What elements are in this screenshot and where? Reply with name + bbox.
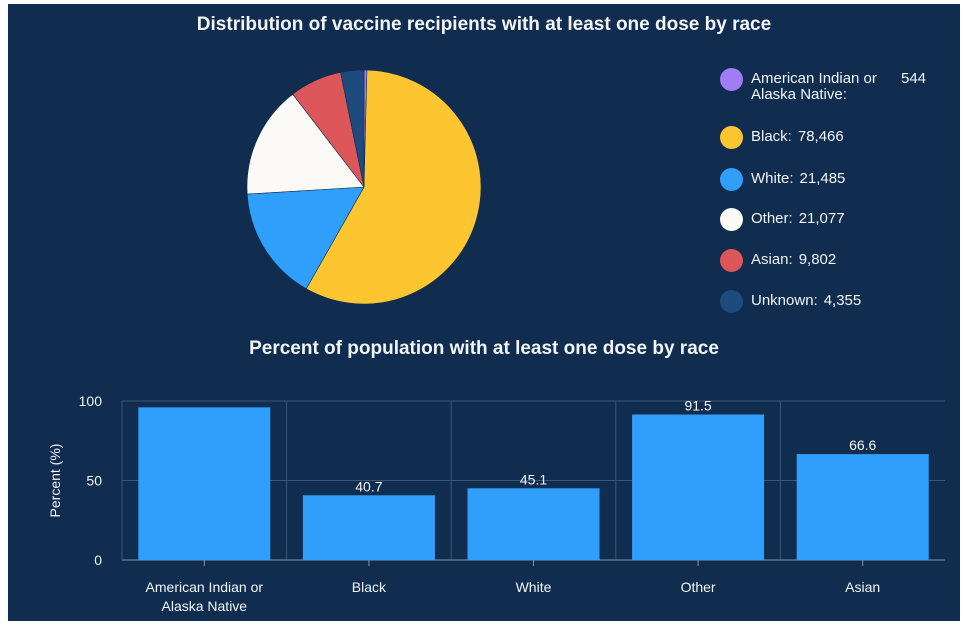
bar[interactable]	[138, 407, 271, 560]
y-tick-label: 100	[79, 393, 103, 409]
bar-chart: 0 50 100 Percent (%) American Indian or Alask…	[47, 393, 945, 614]
pie-slice-white	[246, 186, 365, 290]
legend-label: Asian:	[751, 251, 793, 268]
bar[interactable]	[632, 414, 765, 560]
legend-swatch	[720, 126, 743, 149]
legend-item[interactable]: Other: 21,077	[720, 208, 845, 238]
legend-label: Other:	[751, 210, 793, 227]
legend-text: American Indian or Alaska Native: 544	[751, 68, 926, 103]
x-tick-label: Black	[352, 579, 387, 595]
y-axis-title: Percent (%)	[47, 444, 63, 518]
bar-value-label: 66.6	[849, 437, 876, 453]
legend-label: Unknown:	[751, 292, 818, 309]
bar[interactable]	[796, 454, 929, 560]
legend-label: Black:	[751, 128, 792, 145]
bar-value-label: 40.7	[355, 478, 382, 494]
dashboard-panel: Distribution of vaccine recipients with …	[8, 4, 960, 621]
legend-value: 544	[901, 70, 927, 87]
pie-slice-black	[305, 69, 482, 305]
legend-item[interactable]: Black: 78,466	[720, 126, 844, 156]
legend-label: White:	[751, 170, 794, 187]
legend-swatch	[720, 208, 743, 231]
legend-value: 21,077	[798, 210, 845, 227]
legend-swatch	[720, 168, 743, 191]
legend-value: 4,355	[823, 292, 862, 309]
bar[interactable]	[467, 488, 600, 560]
legend-label: American Indian or Alaska Native:	[751, 70, 877, 103]
pie-slice-unknown	[340, 69, 365, 188]
legend-value: 9,802	[798, 251, 837, 268]
pie-slice-other	[246, 93, 365, 195]
bar-value-label: 91.5	[684, 398, 711, 414]
legend-swatch	[720, 249, 743, 272]
legend-text: Black: 78,466	[751, 126, 844, 145]
bar-value-label: 45.1	[520, 471, 547, 487]
legend-swatch	[720, 68, 743, 91]
x-tick-label: Asian	[845, 579, 880, 595]
y-tick-label: 50	[86, 473, 102, 489]
legend-text: White: 21,485	[751, 168, 845, 187]
legend-text: Asian: 9,802	[751, 249, 836, 268]
legend-value: 78,466	[797, 128, 844, 145]
x-tick-label: White	[516, 579, 552, 595]
legend-item[interactable]: White: 21,485	[720, 168, 845, 198]
legend-value: 21,485	[799, 170, 846, 187]
bar-chart-title: Percent of population with at least one …	[249, 338, 719, 359]
y-tick-label: 0	[94, 552, 102, 568]
legend-item[interactable]: Unknown: 4,355	[720, 290, 861, 320]
legend-item[interactable]: Asian: 9,802	[720, 249, 836, 279]
pie-chart	[246, 69, 482, 305]
legend-text: Other: 21,077	[751, 208, 845, 227]
legend-text: Unknown: 4,355	[751, 290, 861, 309]
x-tick-label: American Indian or Alaska Native	[146, 579, 264, 614]
x-tick-label: Other	[681, 579, 716, 595]
bar[interactable]	[302, 495, 435, 560]
legend-item[interactable]: American Indian or Alaska Native: 544	[720, 68, 926, 103]
legend-swatch	[720, 290, 743, 313]
pie-chart-title: Distribution of vaccine recipients with …	[196, 14, 772, 35]
